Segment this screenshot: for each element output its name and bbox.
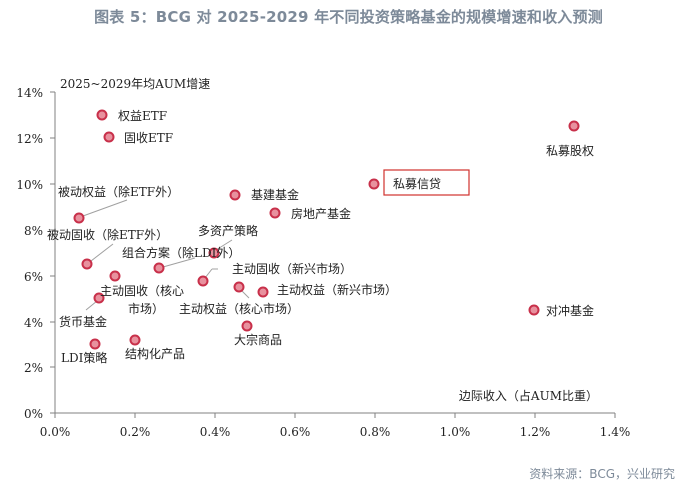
- marker-infra[interactable]: [229, 189, 241, 201]
- marker-private-credit[interactable]: [368, 178, 380, 190]
- label-structured: 结构化产品: [125, 346, 185, 361]
- marker-passive-equity[interactable]: [73, 212, 85, 224]
- marker-multi-asset[interactable]: [208, 247, 220, 259]
- data-markers: [73, 109, 580, 350]
- marker-unlabeled[interactable]: [109, 270, 121, 282]
- y-tick-4: 4%: [24, 316, 43, 330]
- x-tick-1-2: 1.2%: [520, 425, 551, 439]
- y-tick-14: 14%: [16, 86, 43, 100]
- label-passive-equity: 被动权益（除ETF外）: [58, 184, 179, 199]
- label-etf-equity: 权益ETF: [118, 109, 167, 123]
- y-tick-10: 10%: [16, 178, 43, 192]
- label-money-market: 货币基金: [59, 314, 107, 329]
- label-etf-fixed: 固收ETF: [124, 131, 173, 145]
- label-portfolio: 组合方案（除LDI外）: [122, 245, 240, 260]
- label-ldi: LDI策略: [61, 350, 107, 365]
- x-axis-title: 边际收入（占AUM比重）: [459, 388, 598, 403]
- label-private-equity: 私募股权: [546, 144, 594, 158]
- y-tick-0: 0%: [24, 407, 43, 421]
- label-active-equity-em: 主动权益（新兴市场）: [277, 282, 397, 297]
- leader-lines: [82, 199, 250, 311]
- label-passive-fixed: 被动固收（除ETF外）: [47, 227, 168, 242]
- y-tick-labels: 14% 12% 10% 8% 6% 4% 2% 0%: [16, 86, 43, 421]
- label-active-fixed-core-line1: 主动固收（核心: [100, 284, 184, 298]
- x-tick-0-6: 0.6%: [280, 425, 311, 439]
- x-tick-0-8: 0.8%: [360, 425, 391, 439]
- marker-hedge[interactable]: [528, 304, 540, 316]
- x-tick-1-0: 1.0%: [440, 425, 471, 439]
- x-tick-1-4: 1.4%: [600, 425, 631, 439]
- marker-passive-fixed[interactable]: [81, 258, 93, 270]
- y-axis: [50, 91, 56, 414]
- label-real-estate: 房地产基金: [291, 206, 351, 221]
- x-tick-0-4: 0.4%: [200, 425, 231, 439]
- label-active-fixed-core-line2: 市场）: [128, 301, 164, 316]
- marker-portfolio[interactable]: [153, 262, 165, 274]
- marker-money-market[interactable]: [93, 292, 105, 304]
- y-tick-2: 2%: [24, 361, 43, 375]
- marker-active-fixed-em[interactable]: [197, 275, 209, 287]
- marker-etf-equity[interactable]: [96, 109, 108, 121]
- y-axis-title: 2025~2029年均AUM增速: [60, 77, 210, 91]
- x-tick-0: 0.0%: [40, 425, 71, 439]
- source-note: 资料来源：BCG，兴业研究: [529, 467, 675, 481]
- y-tick-6: 6%: [24, 270, 43, 284]
- x-tick-labels: 0.0% 0.2% 0.4% 0.6% 0.8% 1.0% 1.2% 1.4%: [40, 425, 631, 439]
- private-credit-highlight-box: [383, 169, 470, 196]
- label-multi-asset: 多资产策略: [198, 223, 258, 238]
- marker-private-equity[interactable]: [568, 120, 580, 132]
- label-commodities: 大宗商品: [234, 332, 282, 347]
- chart-title: 图表 5：BCG 对 2025-2029 年不同投资策略基金的规模增速和收入预测: [94, 8, 603, 26]
- x-axis: [54, 412, 616, 418]
- marker-etf-fixed[interactable]: [103, 131, 115, 143]
- label-active-fixed-em: 主动固收（新兴市场）: [232, 261, 352, 276]
- marker-real-estate[interactable]: [269, 207, 281, 219]
- y-tick-8: 8%: [24, 224, 43, 238]
- marker-active-equity-em[interactable]: [257, 286, 269, 298]
- label-infra: 基建基金: [251, 187, 299, 202]
- marker-structured[interactable]: [129, 334, 141, 346]
- x-tick-0-2: 0.2%: [120, 425, 151, 439]
- marker-active-equity-core[interactable]: [233, 281, 245, 293]
- marker-commodities[interactable]: [241, 320, 253, 332]
- label-private-credit: 私募信贷: [393, 177, 441, 191]
- point-labels: 权益ETF 固收ETF 被动权益（除ETF外） 被动固收（除ETF外） 多资产策…: [47, 109, 594, 365]
- marker-ldi[interactable]: [89, 338, 101, 350]
- label-hedge: 对冲基金: [546, 303, 594, 318]
- label-active-equity-core: 主动权益（核心市场）: [179, 301, 299, 316]
- y-tick-12: 12%: [16, 132, 43, 146]
